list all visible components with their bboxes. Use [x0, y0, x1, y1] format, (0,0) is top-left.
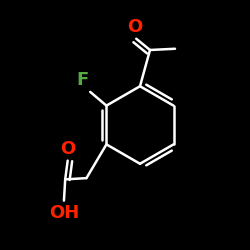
Text: F: F	[77, 71, 89, 89]
Text: O: O	[128, 18, 142, 36]
Text: OH: OH	[49, 204, 79, 222]
Text: O: O	[60, 140, 75, 158]
